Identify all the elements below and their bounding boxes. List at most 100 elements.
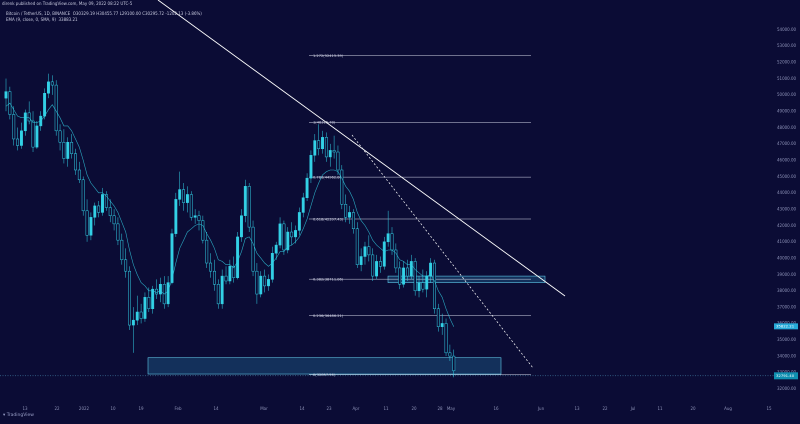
- candle-body: [166, 282, 170, 305]
- candle-body: [301, 197, 305, 213]
- candle-body: [135, 311, 139, 321]
- candle-body: [19, 130, 23, 146]
- candle-body: [89, 217, 93, 236]
- time-axis: 13 22 2022 10 19 Feb 14 Mar 14 23 Apr 11 20 28 May 16 Ju…: [22, 406, 772, 411]
- candle-body: [359, 256, 363, 265]
- candle-body: [93, 205, 97, 218]
- candle-body: [297, 212, 301, 231]
- candle-body: [382, 241, 386, 267]
- tradingview-logo[interactable]: ▾ TradingView: [3, 413, 34, 418]
- price-tick-label: 53000.00: [777, 43, 797, 48]
- candle-body: [267, 279, 270, 287]
- candle-body: [155, 288, 158, 295]
- candle-body: [355, 228, 359, 265]
- price-tick-label: 38000.00: [777, 288, 797, 293]
- price-tick-label: 43000.00: [777, 206, 797, 211]
- candle-body: [398, 267, 402, 285]
- candle-body: [313, 140, 317, 156]
- candle-body: [31, 120, 35, 148]
- candle-body: [128, 270, 131, 326]
- candle-body: [305, 177, 309, 198]
- candle-body: [232, 266, 236, 278]
- legend-ema[interactable]: EMA (9, close, 0, SMA, 9): [6, 17, 56, 22]
- candle-body: [328, 150, 332, 158]
- candle-body: [440, 323, 444, 327]
- candle-body: [4, 91, 8, 99]
- candle-body: [185, 194, 189, 203]
- price-tick-label: 46000.00: [777, 157, 797, 162]
- candle-body: [174, 199, 178, 234]
- candle-body: [290, 231, 294, 238]
- descending-trendline: [157, 0, 566, 297]
- time-tick-label: 13: [574, 406, 580, 411]
- candle-body: [124, 259, 128, 272]
- candle-body: [278, 223, 282, 246]
- candle-body: [417, 282, 421, 292]
- legend-ema-row: EMA (9, close, 0, SMA, 9) 33883.21: [6, 17, 202, 23]
- price-tick-label: 41000.00: [777, 239, 797, 244]
- price-tick-label: 40000.00: [777, 255, 797, 260]
- candle-body: [324, 137, 328, 158]
- legend-ohlc: O30329.19 H30455.77 L29100.00 C30295.72 …: [72, 11, 202, 16]
- legend-symbol-row: Bitcoin / TetherUS, 1D, BINANCE O30329.1…: [6, 11, 202, 17]
- time-tick-label: 14: [213, 406, 219, 411]
- candle-body: [143, 297, 147, 319]
- price-tick-label: 49000.00: [777, 109, 797, 114]
- candle-body: [220, 275, 224, 305]
- fib-label: 0.618(42397.43): [313, 217, 344, 221]
- candle-body: [120, 239, 124, 261]
- fib-label: 0(32857.56): [313, 373, 336, 377]
- price-tick-label: 39000.00: [777, 272, 797, 277]
- candle-body: [27, 112, 31, 122]
- candle-body: [224, 275, 228, 282]
- candle-body: [332, 150, 336, 153]
- candle-body: [363, 246, 367, 257]
- price-tick-label: 45000.00: [777, 174, 797, 179]
- price-tick-label: 54000.00: [777, 27, 797, 32]
- candle-body: [367, 246, 371, 256]
- price-tick-label: 47000.00: [777, 141, 797, 146]
- candle-body: [402, 267, 406, 285]
- candle-body: [58, 130, 62, 143]
- candle-body: [104, 194, 108, 208]
- candle-body: [386, 233, 390, 243]
- candle-body: [413, 261, 417, 292]
- time-tick-label: Mar: [260, 406, 268, 411]
- candle-body: [371, 254, 375, 277]
- price-tick-label: 34000.00: [777, 353, 797, 358]
- ema-price-tag: [774, 323, 798, 330]
- candle-body: [436, 308, 440, 327]
- time-tick-label: 11: [383, 406, 389, 411]
- candle-body: [43, 93, 47, 117]
- candle-body: [286, 231, 290, 251]
- ema-line: [5, 102, 455, 327]
- projection-dashed-line: [351, 134, 534, 369]
- fib-label: 0.382(38711.86): [313, 277, 344, 281]
- candle-body: [228, 266, 232, 282]
- time-tick-label: 16: [493, 406, 499, 411]
- candle-body: [216, 284, 220, 305]
- price-tick-label: 36000.00: [777, 321, 797, 326]
- candle-body: [139, 311, 143, 319]
- candle-body: [448, 352, 452, 357]
- trendlines-layer: [157, 0, 566, 369]
- price-tags: 35822.21 32791.40: [0, 323, 798, 380]
- candle-body: [35, 125, 39, 148]
- time-tick-label: 23: [326, 406, 332, 411]
- candle-body: [263, 275, 267, 287]
- candle-body: [243, 186, 247, 216]
- time-tick-label: May: [447, 406, 456, 411]
- time-tick-label: Jul: [630, 406, 636, 411]
- time-tick-label: 28: [437, 406, 443, 411]
- candle-body: [170, 233, 174, 283]
- time-tick-label: 19: [138, 406, 144, 411]
- price-tick-label: 35000.00: [777, 337, 797, 342]
- time-tick-label: Jun: [537, 406, 545, 411]
- time-tick-label: 20: [411, 406, 417, 411]
- legend-ema-value: 33883.21: [58, 17, 78, 22]
- candle-body: [433, 262, 436, 309]
- legend-symbol[interactable]: Bitcoin / TetherUS, 1D, BINANCE: [6, 11, 71, 16]
- support-zone: [147, 357, 502, 375]
- candle-body: [274, 244, 278, 254]
